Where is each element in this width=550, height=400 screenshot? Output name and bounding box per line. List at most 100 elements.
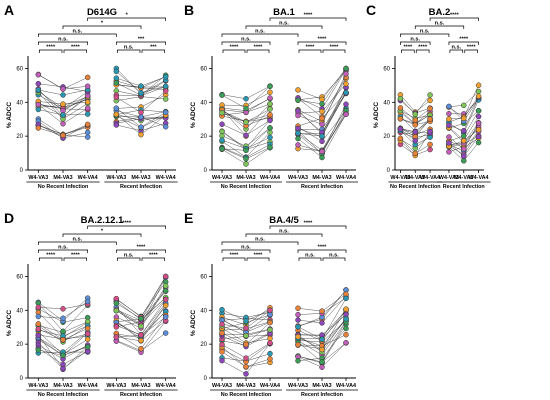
data-point [343, 295, 349, 302]
sig-pair-2-bracket [246, 257, 270, 261]
data-point [243, 371, 249, 377]
data-point [138, 109, 144, 116]
data-point [219, 121, 225, 127]
y-tick-label: 20 [383, 134, 390, 140]
data-point [162, 283, 169, 289]
sig-cross-2-label: n.s. [435, 21, 445, 27]
data-point [343, 89, 349, 96]
data-point [427, 92, 433, 98]
data-point [319, 148, 325, 155]
sig-pair-1-label: **** [46, 45, 56, 51]
sig-pair-2-label: **** [418, 45, 428, 51]
sig-pair-2-bracket [464, 49, 478, 53]
data-point [219, 357, 225, 364]
x-tick-label: W4-VA3 [212, 175, 232, 181]
data-point [319, 115, 325, 122]
data-point [162, 109, 169, 116]
data-point [295, 112, 301, 119]
data-point [267, 144, 273, 151]
sig-pair-3-bracket [221, 41, 271, 45]
data-point [446, 103, 452, 110]
y-tick-label: 60 [200, 274, 207, 280]
x-tick-label: M4-VA3 [312, 175, 331, 181]
data-point [267, 125, 273, 131]
x-tick-label: W4-VA4 [156, 175, 176, 181]
data-point [412, 111, 418, 117]
data-point [446, 110, 452, 117]
data-point [295, 342, 301, 348]
data-point [295, 334, 301, 340]
sig-cross-2-label: n.s. [279, 229, 289, 235]
sig-pair-3-bracket [297, 249, 347, 253]
y-tick-label: 20 [16, 342, 23, 348]
sig-cross-3-label: **** [122, 221, 132, 227]
data-point [295, 323, 301, 330]
data-point [319, 133, 325, 140]
group-label: No Recent Infection [38, 392, 89, 398]
sig-pair-3-label: **** [318, 37, 328, 43]
data-point [295, 135, 301, 142]
y-tick-label: 20 [200, 342, 207, 348]
x-tick-label: M4-VA3 [312, 383, 331, 389]
data-point [84, 298, 91, 305]
data-point [162, 96, 169, 102]
data-point [343, 325, 349, 332]
sig-pair-3-label: n.s. [241, 245, 251, 251]
y-tick-label: 40 [200, 308, 207, 314]
data-point [243, 355, 249, 361]
panel-e: E BA.4/5 0 20 40 60 % ADCC W4-VA3 M4-VA3 W4-VA4 W4… [184, 210, 358, 398]
data-point [219, 330, 225, 336]
data-point [138, 124, 144, 130]
data-point [343, 306, 349, 312]
sig-cross-3-label: **** [304, 221, 314, 227]
data-point [319, 364, 325, 370]
data-point [267, 89, 273, 96]
data-point [475, 139, 482, 146]
data-point [84, 111, 91, 117]
data-point [113, 295, 120, 302]
x-tick-label: W4-VA4 [336, 175, 356, 181]
x-tick-label: M4-VA3 [236, 383, 255, 389]
panel-label: D [4, 210, 14, 226]
y-tick-label: 40 [200, 100, 207, 106]
sig-cross-1-bracket [400, 33, 450, 37]
data-point [35, 87, 42, 93]
data-point [319, 138, 325, 145]
sig-pair-1-bracket [116, 49, 141, 53]
sig-cross-1-bracket [221, 241, 299, 245]
panel-title: BA.2 [429, 7, 451, 18]
data-point [35, 313, 42, 320]
data-point [113, 300, 120, 307]
sig-pair-1-label: **** [230, 253, 240, 259]
y-tick-label: 0 [20, 376, 24, 382]
data-point [35, 332, 42, 339]
x-tick-label: W4-VA4 [156, 383, 176, 389]
sig-pair-1-label: **** [46, 253, 56, 259]
data-point [113, 122, 120, 128]
y-tick-label: 0 [20, 168, 24, 174]
data-point [243, 363, 249, 370]
data-point [243, 325, 249, 331]
data-point [138, 131, 144, 138]
data-point [113, 80, 120, 86]
data-point [295, 97, 301, 104]
data-point [267, 106, 273, 112]
data-point [427, 97, 433, 104]
data-point [461, 153, 467, 160]
x-tick-label: W4-VA4 [260, 175, 280, 181]
data-point [461, 133, 467, 139]
y-axis-label: % ADCC [6, 310, 13, 336]
data-point [243, 105, 249, 112]
data-point [446, 122, 452, 129]
x-tick-label: W4-VA3 [106, 175, 126, 181]
data-point [267, 111, 273, 118]
data-point [446, 134, 452, 140]
data-point [475, 113, 482, 120]
sig-pair-1-label: **** [230, 45, 240, 51]
group-label: No Recent Infection [38, 184, 89, 190]
sig-pair-3-bracket [37, 249, 89, 253]
data-point [267, 327, 273, 333]
data-point [319, 154, 325, 161]
data-point [295, 305, 301, 312]
data-point [343, 71, 349, 77]
